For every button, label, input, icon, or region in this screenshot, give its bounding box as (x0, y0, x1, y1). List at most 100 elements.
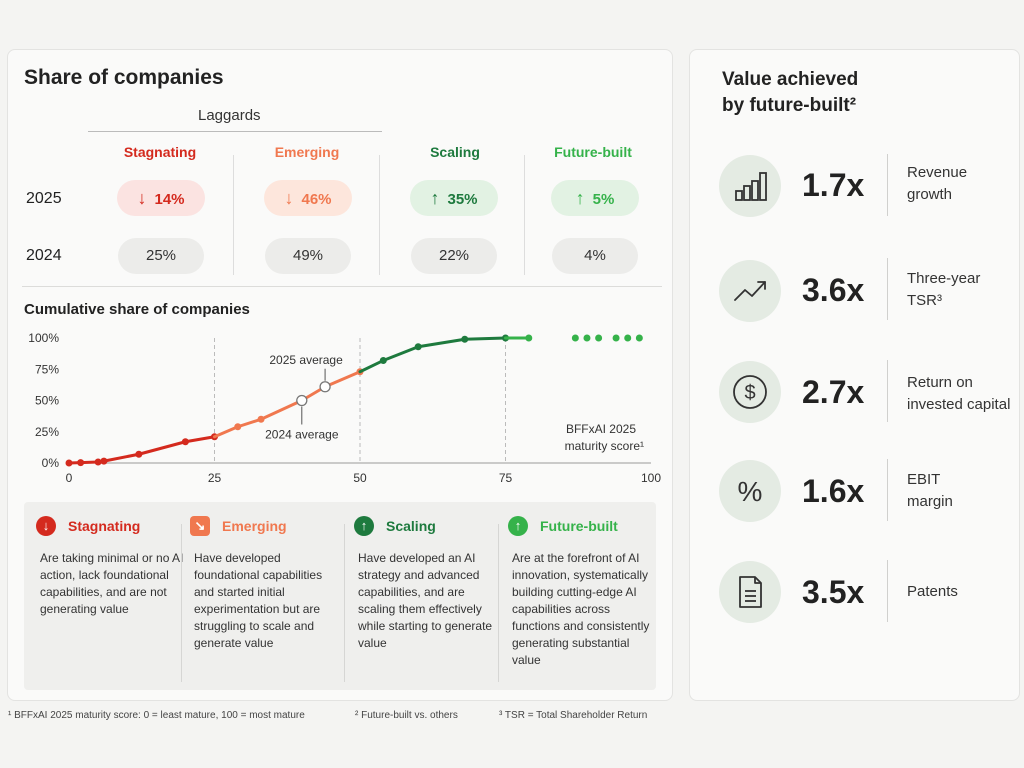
document-icon (719, 561, 781, 623)
data-point (257, 415, 265, 423)
data-point (234, 423, 242, 431)
metric-divider (887, 258, 888, 320)
label-line: Return on (907, 374, 973, 391)
data-point (94, 458, 102, 466)
legend-box: ↓ Stagnating Are taking minimal or no AI… (24, 502, 656, 690)
data-point (77, 459, 85, 467)
header-scaling: Scaling (430, 144, 480, 160)
y-tick-label: 100% (28, 331, 59, 345)
series-line (213, 370, 362, 439)
percent-icon: % (719, 460, 781, 522)
column-divider (233, 155, 234, 275)
roic-value: 2.7x (802, 374, 865, 410)
label-line: TSR³ (907, 292, 942, 309)
metric-divider (887, 459, 888, 521)
x-axis-label: BFFxAI 2025 (566, 422, 636, 436)
share-of-companies-panel: Share of companies Laggards Stagnating E… (7, 49, 673, 701)
arrow-up-icon: ↑ (354, 516, 374, 536)
label-line: margin (907, 493, 953, 510)
emerging-2025-value: 46% (301, 191, 332, 208)
metric-divider (887, 360, 888, 422)
header-emerging: Emerging (274, 144, 340, 160)
patents-value: 3.5x (802, 574, 865, 610)
stagnating-2025-pill: ↓ 14% (117, 180, 205, 216)
arrow-up-icon: ↑ (430, 188, 440, 208)
arrow-down-right-icon: ↘ (190, 516, 210, 536)
x-tick-label: 100 (641, 471, 661, 485)
legend-divider (344, 524, 345, 682)
title-line-2: by future-built² (722, 95, 857, 116)
x-tick-label: 25 (208, 471, 222, 485)
arrow-up-icon: ↑ (575, 188, 585, 208)
metric-divider (887, 154, 888, 216)
future-built-2024-value: 4% (552, 238, 638, 274)
panel-title: Share of companies (24, 66, 224, 89)
legend-description: Are taking minimal or no AI action, lack… (40, 551, 184, 616)
data-point (100, 457, 108, 465)
ebit-margin-value: 1.6x (802, 473, 865, 509)
laggards-bracket-line (88, 131, 382, 132)
ebit-margin-label: EBIT margin (907, 469, 953, 513)
scaling-2025-value: 35% (447, 191, 478, 208)
legend-name: Scaling (386, 518, 436, 534)
scaling-2024-value: 22% (411, 238, 497, 274)
data-point (525, 334, 533, 342)
arrow-down-icon: ↓ (284, 188, 294, 208)
legend-name: Emerging (222, 518, 287, 534)
year-label-2024: 2024 (26, 247, 62, 264)
arrow-down-icon: ↓ (137, 188, 147, 208)
roic-label: Return on invested capital (907, 372, 1010, 416)
future-built-2025-pill: ↑ 5% (551, 180, 639, 216)
data-point (461, 335, 469, 343)
header-future-built: Future-built (554, 144, 632, 160)
bar-chart-icon (719, 155, 781, 217)
label-line: Revenue (907, 164, 968, 181)
series-line (67, 435, 216, 465)
tsr-label: Three-year TSR³ (907, 268, 980, 312)
data-point (379, 357, 387, 364)
legend-description: Have developed foundational capabilities… (194, 551, 323, 650)
x-tick-label: 75 (499, 471, 513, 485)
legend-divider (498, 524, 499, 682)
data-point (571, 334, 579, 342)
annotation-2024-average: 2024 average (265, 428, 339, 442)
chart-title: Cumulative share of companies (24, 301, 250, 318)
trend-up-icon (719, 260, 781, 322)
x-tick-label: 50 (353, 471, 367, 485)
arrow-up-icon: ↑ (508, 516, 528, 536)
patents-label: Patents (907, 583, 958, 600)
laggards-label: Laggards (198, 107, 261, 124)
y-tick-label: 25% (35, 425, 59, 439)
dollar-icon: $ (719, 361, 781, 423)
header-stagnating: Stagnating (123, 144, 197, 160)
label-line: invested capital (907, 396, 1011, 413)
panel-title: Value achieved by future-built² (722, 67, 858, 119)
data-point (583, 334, 591, 342)
svg-text:%: % (738, 476, 763, 507)
legend-description: Are at the forefront of AI innovation, s… (512, 551, 650, 667)
x-tick-label: 0 (66, 471, 73, 485)
label-line: Three-year (907, 270, 981, 287)
footnote-2: ² Future-built vs. others (355, 710, 458, 721)
data-point (65, 459, 73, 467)
section-divider (22, 286, 662, 287)
legend-divider (181, 524, 182, 682)
arrow-down-icon: ↓ (36, 516, 56, 536)
average-marker-2024 (296, 394, 308, 407)
data-point (414, 343, 422, 351)
data-point (181, 438, 189, 446)
legend-name: Stagnating (68, 518, 141, 534)
label-line: growth (907, 186, 953, 203)
value-achieved-panel: Value achieved by future-built² 1.7x Rev… (689, 49, 1020, 701)
data-point (595, 334, 603, 342)
column-divider (524, 155, 525, 275)
svg-text:$: $ (744, 382, 755, 404)
annotation-2025-average: 2025 average (269, 353, 343, 367)
revenue-growth-value: 1.7x (802, 167, 865, 203)
average-marker-2025 (319, 381, 331, 393)
y-tick-label: 0% (42, 456, 60, 470)
stagnating-2025-value: 14% (154, 191, 185, 208)
stagnating-2024-value: 25% (118, 238, 204, 274)
year-label-2025: 2025 (26, 190, 62, 207)
legend-description: Have developed an AI strategy and advanc… (358, 551, 493, 650)
